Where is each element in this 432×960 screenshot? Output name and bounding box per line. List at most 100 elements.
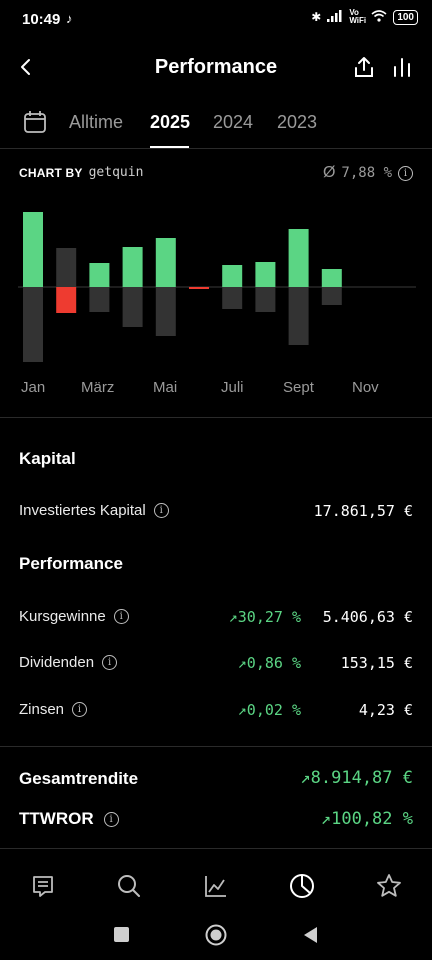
share-icon [355,57,373,77]
zinsen-value: 4,23 € [358,701,413,719]
chart-bar-mai[interactable] [155,238,176,287]
chart-bar-apr-range[interactable] [122,287,143,327]
average-value: 7,88 % [341,165,392,181]
x-tick-label: Juli [221,379,244,396]
chart-bar-märz-range[interactable] [89,287,110,312]
kursgewinne-pct: ↗30,27 % [228,608,301,626]
row-zinsen: Zinsen i [19,701,88,718]
info-icon[interactable]: i [72,702,88,717]
chart-brand-prefix: CHART BY [19,165,83,180]
chart-bar-okt[interactable] [321,269,342,287]
x-tick-label: Mai [153,379,178,396]
nav-analytics[interactable] [202,872,230,900]
bluetooth-icon: ✱ [311,10,322,24]
divider [0,148,432,149]
gesamtrendite-value: ↗8.914,87 € [300,768,413,788]
chart-bar-aug[interactable] [255,262,276,287]
chart-bar-jan-range[interactable] [23,287,43,362]
star-icon [377,874,401,897]
calendar-icon [24,111,46,133]
x-tick-label: Nov [352,379,379,396]
tiktok-icon: ♪ [66,11,73,26]
tab-2025[interactable]: 2025 [150,112,191,132]
ttwror-row: TTWROR i [19,809,119,829]
chart-brand: CHART BY getquin [19,165,143,180]
dividenden-pct: ↗0,86 % [237,654,301,672]
info-icon[interactable]: i [113,609,129,624]
invested-capital-value: 17.861,57 € [313,502,413,520]
average-symbol: Ø [322,164,336,181]
row-dividenden: Dividenden i [19,654,118,671]
active-tab-indicator [150,146,189,148]
chart-bar-jan[interactable] [23,212,43,287]
back-button[interactable] [14,55,38,79]
invested-capital-text: Investiertes Kapital [19,502,146,519]
info-icon[interactable]: i [103,811,119,827]
calendar-button[interactable] [22,109,48,135]
chart-line-icon [205,876,226,897]
chart-bar-juli[interactable] [222,265,243,287]
kursgewinne-value: 5.406,63 € [322,608,413,626]
search-icon [118,875,140,897]
ttwror-value: ↗100,82 % [320,809,413,829]
nav-watchlist[interactable] [375,872,403,900]
home-button[interactable] [205,924,227,946]
kursgewinne-label: Kursgewinne [19,608,106,625]
info-icon[interactable]: i [102,655,118,670]
vowifi-label: Vo WiFi [349,8,367,25]
chart-bar-sept[interactable] [288,229,309,287]
chart-bar-feb-range[interactable] [56,248,77,287]
chart-bar-märz[interactable] [89,263,110,287]
nav-feed[interactable] [29,872,57,900]
feed-icon [33,876,53,897]
x-tick-label: März [81,379,115,396]
divider [0,417,432,418]
invested-capital-label: Investiertes Kapital i [19,502,169,519]
zinsen-label: Zinsen [19,701,65,718]
row-kursgewinne: Kursgewinne i [19,608,129,625]
status-icons: ✱ Vo WiFi 100 [311,9,418,25]
system-back-button[interactable] [302,926,318,944]
dividenden-label: Dividenden [19,654,95,671]
bar-chart-icon [394,58,410,77]
page-title: Performance [154,56,278,78]
chart-bar-jun-marker [189,287,209,289]
kapital-heading: Kapital [19,449,76,468]
chart-bar-sept-range[interactable] [288,287,309,345]
info-icon[interactable]: i [153,503,169,518]
tab-2024[interactable]: 2024 [213,112,254,132]
ttwror-label: TTWROR [19,809,94,828]
performance-heading: Performance [19,554,123,573]
recent-apps-button[interactable] [114,927,129,942]
tab-alltime[interactable]: Alltime [69,112,124,132]
share-button[interactable] [352,55,376,79]
nav-search[interactable] [115,872,143,900]
chart-bar-aug-range[interactable] [255,287,276,312]
info-icon[interactable]: i [398,165,413,181]
chevron-left-icon [21,59,30,75]
divider [0,848,432,849]
gesamtrendite-label: Gesamtrendite [19,769,139,788]
chart-bar-apr[interactable] [122,247,143,287]
chart-bar-juli-range[interactable] [222,287,243,309]
chart-bar-feb[interactable] [56,287,77,313]
pie-chart-icon [290,874,314,898]
x-tick-label: Sept [283,379,314,396]
battery-indicator: 100 [393,9,418,25]
zinsen-pct: ↗0,02 % [237,701,301,719]
monthly-performance-chart[interactable] [0,190,432,380]
chart-bar-mai-range[interactable] [155,287,176,336]
dividenden-value: 153,15 € [340,654,413,672]
chart-bar-okt-range[interactable] [321,287,342,305]
triangle-back-icon [304,927,317,943]
tab-2023[interactable]: 2023 [277,112,318,132]
chart-average: Ø 7,88 % i [323,164,413,182]
home-icon [205,924,227,946]
wifi-icon [371,9,387,25]
chart-settings-button[interactable] [390,55,414,79]
status-time: 10:49 [22,11,61,28]
status-bar: 10:49 ♪ ✱ Vo WiFi 100 [0,0,432,40]
x-tick-label: Jan [21,379,46,396]
signal-icon [327,9,343,25]
nav-portfolio[interactable] [288,872,316,900]
